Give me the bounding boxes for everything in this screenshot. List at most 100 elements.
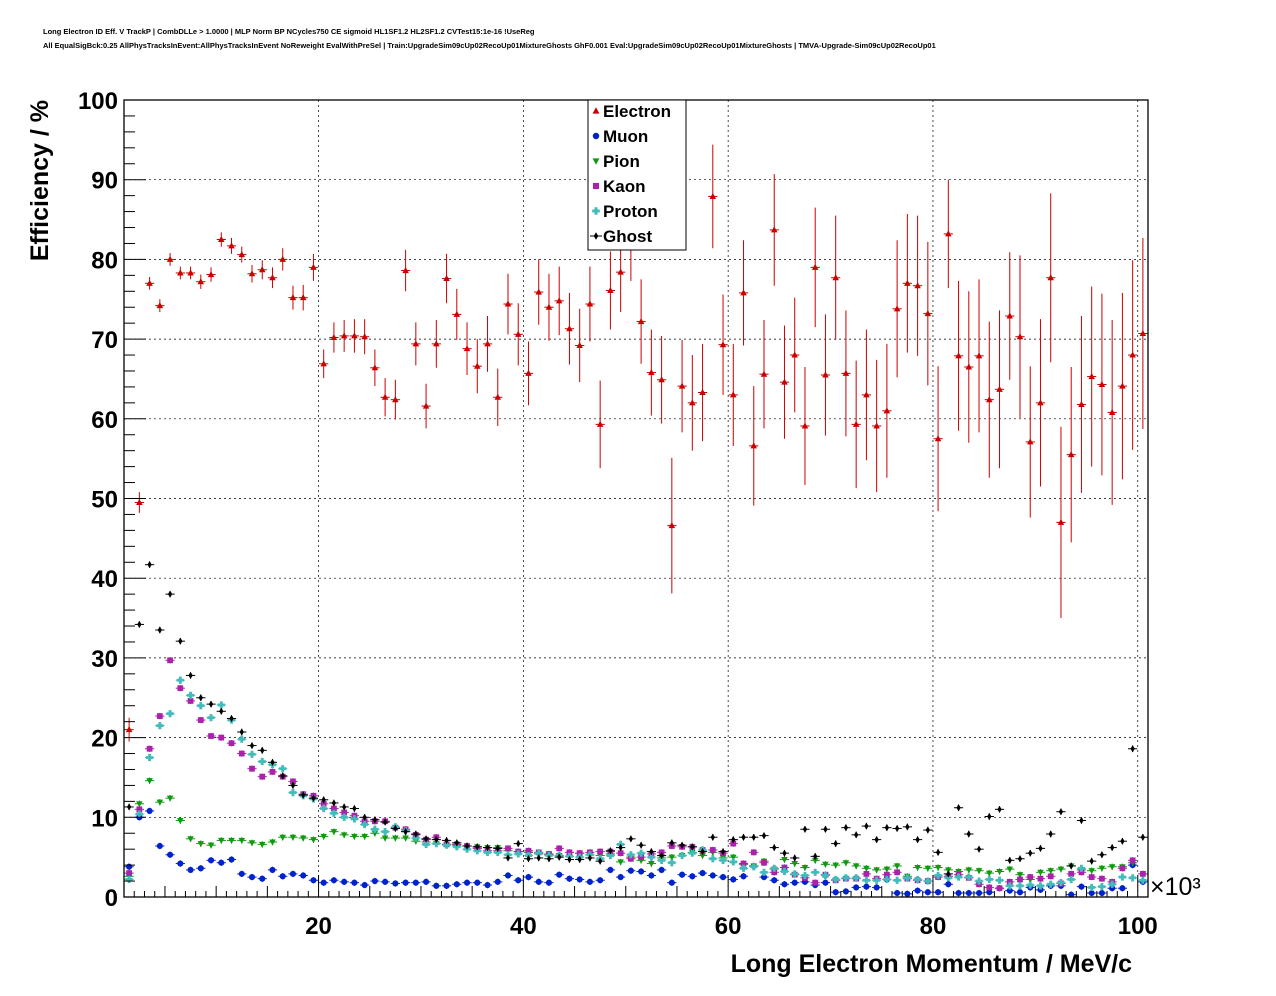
data-point — [1108, 408, 1116, 415]
data-point — [852, 863, 860, 870]
data-point — [802, 825, 808, 833]
data-point — [217, 701, 225, 709]
data-point — [186, 691, 195, 699]
data-point — [166, 710, 174, 718]
data-point — [924, 309, 932, 317]
data-point — [1016, 882, 1024, 890]
data-point — [597, 877, 604, 884]
data-point — [340, 332, 348, 339]
data-point — [864, 822, 869, 830]
data-point — [894, 824, 900, 833]
data-point — [125, 726, 133, 733]
data-point — [350, 815, 358, 823]
data-point — [1017, 876, 1023, 883]
data-point — [290, 781, 296, 790]
data-point — [289, 870, 297, 877]
x-axis-exponent: ×10³ — [1150, 873, 1201, 901]
data-point — [197, 278, 205, 285]
legend-label-kaon: Kaon — [603, 177, 646, 196]
data-point — [320, 879, 327, 886]
data-point — [494, 848, 502, 856]
data-point — [1047, 868, 1054, 875]
data-point — [535, 288, 542, 295]
data-point — [1016, 889, 1024, 896]
data-point — [402, 835, 409, 842]
data-point — [985, 875, 993, 884]
data-point — [822, 861, 829, 868]
series-kaon — [124, 657, 1148, 892]
data-point — [617, 268, 624, 275]
data-point — [699, 870, 706, 877]
data-point — [125, 875, 133, 884]
data-point — [637, 849, 645, 857]
data-point — [515, 330, 522, 337]
data-point — [279, 834, 286, 841]
data-point — [239, 728, 244, 736]
data-point — [208, 700, 214, 708]
data-point — [1078, 400, 1085, 407]
data-point — [863, 883, 870, 890]
data-point — [883, 407, 891, 414]
data-point — [607, 286, 614, 294]
data-point — [248, 750, 256, 758]
data-point — [320, 360, 327, 367]
data-point — [842, 369, 850, 376]
data-point — [894, 869, 900, 876]
data-point — [791, 861, 798, 868]
data-point — [833, 840, 838, 848]
data-point — [320, 804, 328, 813]
data-point — [822, 371, 829, 378]
data-point — [432, 840, 440, 848]
data-point — [750, 442, 757, 449]
data-point — [1006, 312, 1013, 319]
x-axis-title: Long Electron Momentum / MeV/c — [731, 950, 1133, 978]
data-point — [996, 885, 1003, 892]
data-point — [228, 740, 235, 747]
data-point — [883, 866, 891, 873]
data-point — [505, 845, 511, 852]
data-point — [1098, 889, 1105, 897]
legend-label-ghost: Ghost — [603, 227, 652, 246]
series-electron — [124, 144, 1148, 742]
data-point — [750, 849, 757, 856]
data-point — [730, 876, 737, 883]
data-point — [136, 801, 143, 808]
data-point — [248, 840, 256, 847]
data-point — [905, 823, 910, 831]
legend-marker-pion — [592, 158, 600, 165]
data-point — [914, 887, 921, 894]
data-point — [956, 804, 961, 812]
data-point — [249, 741, 255, 750]
y-tick-label: 40 — [91, 566, 118, 593]
data-point — [299, 835, 307, 842]
x-tick-label: 100 — [1118, 913, 1158, 940]
data-point — [729, 858, 737, 866]
data-point — [945, 230, 952, 237]
data-point — [1108, 864, 1116, 871]
data-point — [618, 843, 623, 852]
data-point — [945, 881, 952, 888]
data-point — [228, 856, 235, 863]
data-point — [207, 270, 215, 278]
data-point — [761, 832, 767, 840]
data-point — [279, 765, 287, 773]
data-point — [1139, 876, 1147, 884]
data-point — [382, 818, 388, 826]
data-point — [658, 866, 665, 873]
data-point — [1108, 880, 1116, 888]
data-point — [1140, 833, 1146, 841]
data-point — [514, 850, 522, 858]
data-point — [1120, 837, 1125, 845]
grid-lines — [124, 100, 1148, 897]
data-point — [187, 698, 194, 704]
data-point — [772, 843, 777, 852]
data-point — [709, 872, 716, 879]
data-point — [270, 758, 275, 766]
data-point — [473, 847, 481, 855]
data-point — [648, 861, 655, 868]
data-point — [688, 849, 696, 857]
data-point — [842, 860, 850, 867]
data-point — [586, 878, 593, 885]
data-point — [238, 870, 245, 877]
data-point — [1047, 880, 1055, 888]
